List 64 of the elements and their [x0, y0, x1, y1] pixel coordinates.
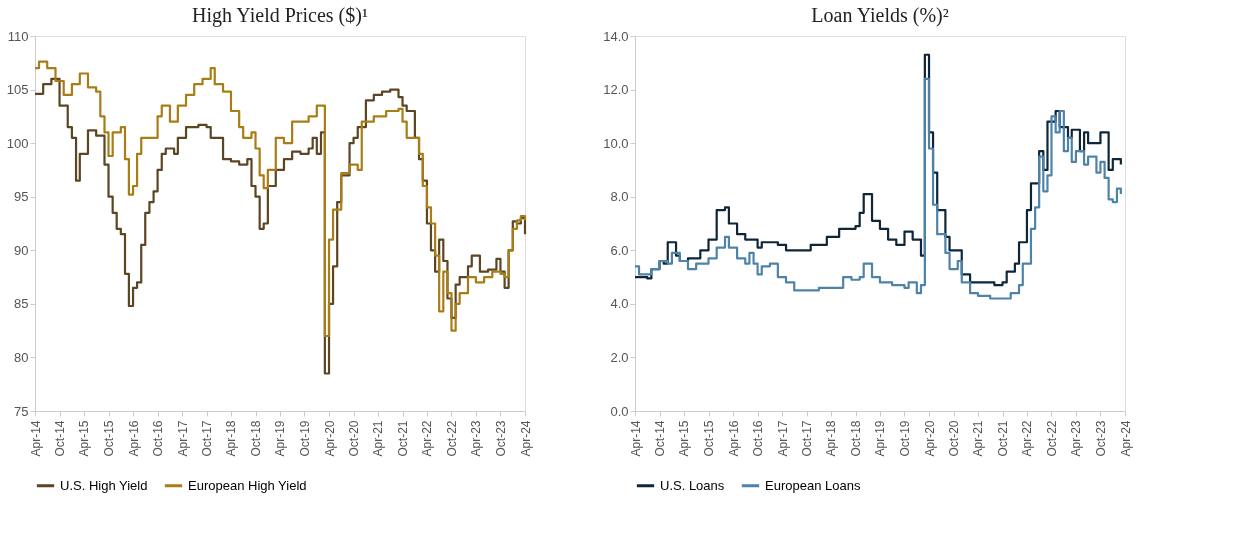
- x-tick-label: Apr-14: [28, 420, 43, 457]
- x-tick-label: Apr-18: [824, 420, 839, 457]
- y-tick-label: 100: [6, 135, 29, 151]
- x-tick-label: Oct-23: [1093, 420, 1108, 457]
- y-tick-label: 2.0: [610, 349, 629, 365]
- x-tick-label: Oct-21: [996, 420, 1011, 457]
- x-tick-label: Oct-20: [947, 420, 962, 457]
- chart-title: Loan Yields (%)²: [811, 4, 949, 27]
- x-tick-label: Oct-22: [444, 420, 459, 457]
- x-tick-label: Oct-15: [102, 420, 117, 457]
- x-tick-label: Oct-21: [396, 420, 411, 457]
- y-tick-label: 90: [14, 242, 29, 258]
- x-tick-label: Oct-14: [653, 420, 668, 457]
- y-tick-label: 14.0: [603, 28, 629, 44]
- legend-label: U.S. Loans: [660, 477, 725, 493]
- x-tick-label: Oct-18: [849, 420, 864, 457]
- x-tick-label: Oct-17: [800, 420, 815, 457]
- x-tick-label: Apr-22: [1020, 420, 1035, 457]
- x-tick-label: Oct-22: [1044, 420, 1059, 457]
- x-tick-label: Apr-21: [971, 420, 986, 457]
- y-tick-label: 4.0: [610, 296, 629, 312]
- x-tick-label: Apr-16: [726, 420, 741, 457]
- x-tick-label: Apr-22: [420, 420, 435, 457]
- x-tick-label: Oct-18: [249, 420, 264, 457]
- legend-label: European High Yield: [188, 477, 307, 493]
- x-tick-label: Apr-20: [322, 420, 337, 457]
- x-tick-label: Oct-16: [751, 420, 766, 457]
- x-tick-label: Apr-23: [1069, 420, 1084, 457]
- x-tick-label: Apr-18: [224, 420, 239, 457]
- x-tick-label: Apr-20: [922, 420, 937, 457]
- x-tick-label: Oct-17: [200, 420, 215, 457]
- x-tick-label: Apr-19: [873, 420, 888, 457]
- x-tick-label: Oct-19: [897, 420, 912, 457]
- x-tick-label: Apr-24: [1118, 420, 1133, 457]
- x-tick-label: Apr-17: [175, 420, 190, 457]
- chart-title: High Yield Prices ($)¹: [192, 4, 368, 27]
- y-tick-label: 10.0: [603, 135, 629, 151]
- y-tick-label: 8.0: [610, 189, 629, 205]
- y-tick-label: 110: [7, 28, 29, 44]
- x-tick-label: Oct-15: [702, 420, 717, 457]
- legend-label: European Loans: [765, 477, 861, 493]
- y-tick-label: 105: [6, 82, 29, 98]
- x-tick-label: Oct-16: [151, 420, 166, 457]
- y-tick-label: 80: [14, 349, 29, 365]
- x-tick-label: Oct-20: [347, 420, 362, 457]
- x-tick-label: Apr-21: [371, 420, 386, 457]
- y-tick-label: 0.0: [610, 403, 629, 419]
- x-tick-label: Apr-16: [126, 420, 141, 457]
- x-tick-label: Apr-19: [273, 420, 288, 457]
- x-tick-label: Oct-14: [53, 420, 68, 457]
- x-tick-label: Oct-19: [297, 420, 312, 457]
- y-tick-label: 75: [14, 403, 29, 419]
- y-tick-label: 6.0: [610, 242, 629, 258]
- x-tick-label: Apr-23: [469, 420, 484, 457]
- x-tick-label: Oct-23: [493, 420, 508, 457]
- x-tick-label: Apr-15: [77, 420, 92, 457]
- legend-label: U.S. High Yield: [60, 477, 148, 493]
- x-tick-label: Apr-15: [677, 420, 692, 457]
- x-tick-label: Apr-24: [518, 420, 533, 457]
- x-tick-label: Apr-14: [628, 420, 643, 457]
- x-tick-label: Apr-17: [775, 420, 790, 457]
- y-tick-label: 12.0: [603, 82, 629, 98]
- y-tick-label: 95: [14, 189, 29, 205]
- y-tick-label: 85: [14, 296, 29, 312]
